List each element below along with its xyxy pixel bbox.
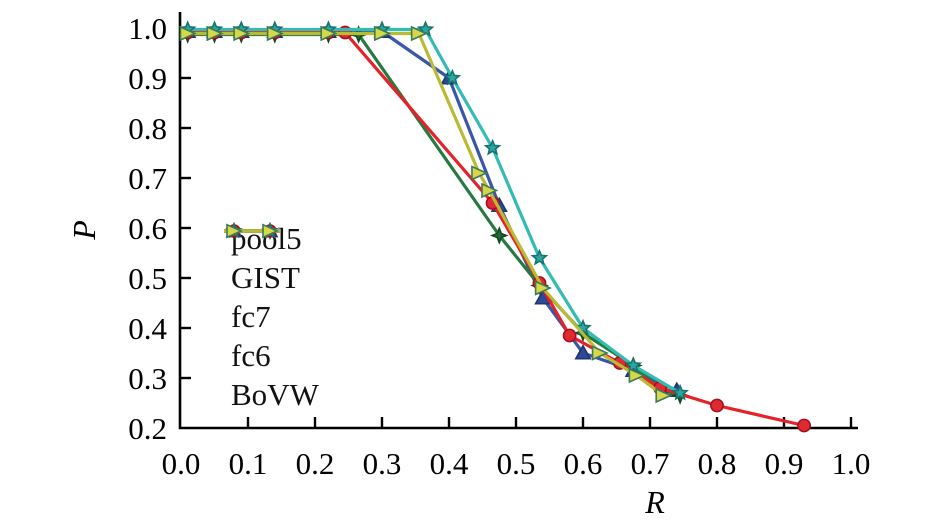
data-point-marker [471, 165, 489, 181]
data-point-marker [671, 383, 690, 401]
data-point-marker [710, 398, 724, 413]
x-axis-title: R [645, 484, 665, 520]
x-tick-label: 0.1 [229, 446, 268, 481]
data-point-marker [483, 138, 502, 156]
x-tick-label: 0.9 [765, 446, 804, 481]
data-point-marker [534, 280, 552, 296]
data-point-marker [624, 356, 643, 374]
y-tick-label: 0.8 [128, 111, 167, 146]
data-point-marker [530, 248, 549, 266]
legend-marker-triangle-right-icon [224, 223, 280, 239]
data-point-marker [591, 345, 609, 361]
x-tick-label: 0.6 [564, 446, 603, 481]
x-tick-label: 1.0 [832, 446, 871, 481]
legend-label: fc6 [231, 338, 271, 373]
y-tick-label: 0.7 [128, 161, 167, 196]
x-tick-label: 0.0 [162, 446, 201, 481]
x-tick-label: 0.2 [296, 446, 335, 481]
data-point-marker [266, 25, 284, 42]
data-point-marker [262, 223, 279, 239]
data-point-marker [628, 367, 646, 384]
data-point-marker [320, 25, 338, 42]
data-point-marker [481, 182, 499, 199]
data-point-marker [574, 344, 592, 360]
data-point-marker [797, 418, 812, 433]
data-point-marker [373, 25, 392, 42]
y-tick-label: 0.2 [128, 411, 167, 446]
x-tick-label: 0.7 [631, 446, 670, 481]
legend-label: fc7 [231, 299, 271, 334]
y-tick-label: 1.0 [128, 11, 167, 46]
data-point-marker [443, 68, 462, 86]
x-tick-label: 0.5 [497, 446, 536, 481]
y-tick-label: 0.4 [128, 311, 167, 346]
data-point-marker [489, 226, 509, 245]
legend-label: BoVW [231, 377, 319, 412]
data-point-marker [226, 223, 243, 239]
y-tick-label: 0.3 [128, 361, 167, 396]
x-tick-label: 0.4 [430, 446, 469, 481]
y-axis-title: P [66, 220, 102, 240]
chart-legend: pool5 GIST fc7 fc6 BoVW [222, 219, 319, 414]
data-point-marker [410, 25, 428, 42]
data-point-marker [562, 328, 577, 343]
series-BoVW [179, 25, 673, 404]
y-tick-label: 0.6 [128, 211, 167, 246]
data-point-marker [233, 25, 251, 42]
data-point-marker [206, 25, 224, 42]
axes-frame [178, 12, 858, 430]
y-tick-label: 0.5 [128, 261, 167, 296]
legend-label: GIST [231, 260, 300, 295]
legend-item-fc7: fc7 [222, 224, 319, 336]
data-point-marker [655, 387, 673, 404]
y-tick-label: 0.9 [128, 61, 167, 96]
legend-item-GIST: GIST [222, 221, 319, 297]
legend-item-BoVW: BoVW [222, 223, 319, 414]
data-point-marker [179, 25, 197, 42]
x-tick-label: 0.8 [698, 446, 737, 481]
x-tick-label: 0.3 [363, 446, 402, 481]
legend-item-fc6: fc6 [222, 221, 319, 375]
